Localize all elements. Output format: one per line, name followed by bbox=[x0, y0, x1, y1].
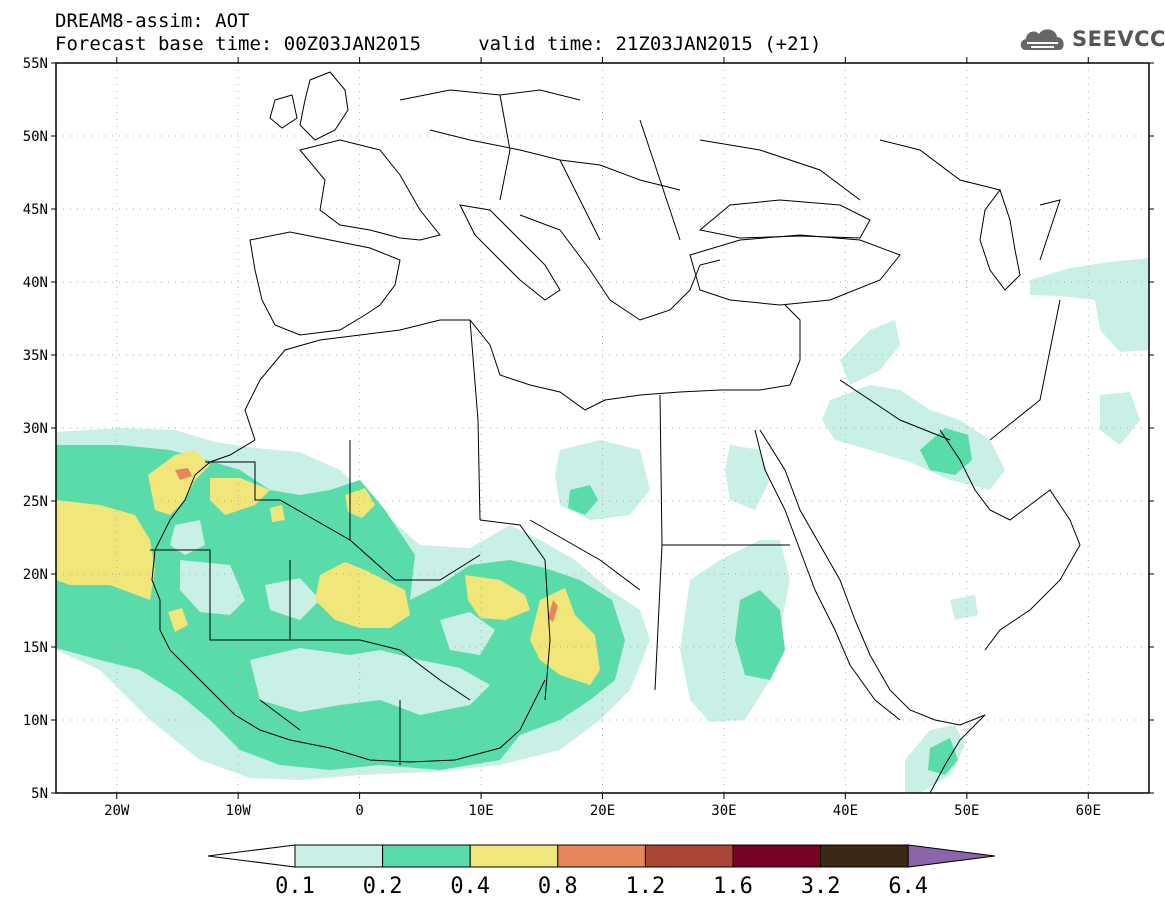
aot-shading bbox=[56, 258, 1149, 793]
coastline-west-africa bbox=[151, 439, 546, 763]
aot-contour-0.2 bbox=[920, 428, 972, 475]
colorbar-under-arrow bbox=[207, 844, 296, 868]
lat-label: 5N bbox=[31, 786, 48, 802]
colorbar bbox=[207, 844, 996, 868]
graticule bbox=[56, 63, 1149, 793]
lon-label: 0 bbox=[355, 803, 363, 819]
lat-label: 30N bbox=[23, 421, 48, 437]
aot-contour-0.4 bbox=[270, 505, 285, 522]
aot-contour-0.4 bbox=[168, 608, 188, 632]
lat-label: 25N bbox=[23, 494, 48, 510]
lon-label: 30E bbox=[711, 803, 736, 819]
coastlines bbox=[150, 71, 1081, 793]
border-line bbox=[399, 89, 1001, 241]
coastline-caspian bbox=[979, 188, 1021, 291]
coastline-balkans bbox=[519, 214, 721, 321]
aot-contour-0.2 bbox=[265, 578, 320, 620]
colorbar-segment bbox=[732, 844, 822, 868]
lat-label: 50N bbox=[23, 129, 48, 145]
lon-label: 10E bbox=[468, 803, 493, 819]
colorbar-level-label: 0.2 bbox=[363, 874, 403, 899]
colorbar-over-arrow bbox=[907, 844, 996, 868]
cloud-icon bbox=[1020, 29, 1064, 50]
longitude-labels: 20W 10W 0 10E 20E 30E 40E 50E 60E bbox=[104, 803, 1101, 819]
colorbar-segment bbox=[469, 844, 559, 868]
lon-label: 20W bbox=[104, 803, 130, 819]
aot-contour-0.1 bbox=[725, 445, 770, 510]
coastline-persian-gulf bbox=[939, 429, 1081, 651]
aot-contour-0.1 bbox=[1100, 392, 1140, 445]
lon-label: 50E bbox=[954, 803, 979, 819]
coastline-red-sea bbox=[759, 304, 986, 726]
aot-contour-0.1 bbox=[1030, 258, 1149, 352]
aot-contour-0.4 bbox=[148, 450, 210, 515]
aot-contour-0.4 bbox=[315, 562, 410, 628]
colorbar-level-label: 6.4 bbox=[888, 874, 928, 899]
coastline-ireland bbox=[269, 94, 298, 129]
colorbar-level-label: 0.8 bbox=[538, 874, 578, 899]
aot-contour-0.1 bbox=[840, 320, 900, 385]
lat-label: 15N bbox=[23, 640, 48, 656]
lon-label: 40E bbox=[833, 803, 858, 819]
aot-contour-0.4 bbox=[345, 488, 375, 518]
coastline-italy bbox=[459, 204, 561, 301]
coastline-north-africa bbox=[244, 319, 791, 441]
colorbar-segment bbox=[294, 844, 384, 868]
lon-label: 10W bbox=[226, 803, 252, 819]
colorbar-level-label: 1.2 bbox=[626, 874, 666, 899]
aot-contour-0.4 bbox=[530, 588, 600, 685]
aot-contour-0.2 bbox=[568, 485, 598, 515]
axis-ticks bbox=[51, 57, 1154, 799]
logo-text: SEEVCCC bbox=[1072, 27, 1165, 51]
aot-contour-0.4 bbox=[56, 500, 155, 600]
lat-label: 35N bbox=[23, 348, 48, 364]
border-line bbox=[150, 199, 1061, 765]
coastline-britain bbox=[299, 71, 349, 141]
coastline-red-sea-west bbox=[754, 429, 901, 721]
aot-contour-0.4 bbox=[465, 575, 530, 620]
lat-label: 45N bbox=[23, 202, 48, 218]
coastline-iberia bbox=[249, 231, 401, 336]
lat-label: 40N bbox=[23, 275, 48, 291]
aot-contour-0.2 bbox=[735, 590, 785, 680]
lat-label: 55N bbox=[23, 56, 48, 72]
lon-label: 20E bbox=[590, 803, 615, 819]
coastline-turkey bbox=[689, 234, 901, 306]
aot-contour-0.2 bbox=[170, 520, 205, 555]
forecast-time-line: Forecast base time: 00Z03JAN2015 valid t… bbox=[55, 33, 822, 55]
seevccc-logo: SEEVCCC bbox=[1018, 22, 1165, 56]
aot-contour-0.1 bbox=[950, 595, 978, 620]
colorbar-level-label: 0.4 bbox=[450, 874, 490, 899]
aot-contour-0.1 bbox=[822, 385, 1005, 490]
colorbar-segment bbox=[557, 844, 646, 868]
aot-contour-0.2 bbox=[250, 648, 490, 715]
aot-contour-0.8 bbox=[175, 468, 192, 480]
colorbar-segment bbox=[820, 844, 909, 868]
coastline-black-sea bbox=[698, 199, 871, 239]
colorbar-segment bbox=[644, 844, 734, 868]
aot-contour-0.2 bbox=[928, 738, 958, 775]
colorbar-labels: 0.1 0.2 0.4 0.8 1.2 1.6 3.2 6.4 bbox=[275, 874, 928, 899]
lat-label: 10N bbox=[23, 713, 48, 729]
map-title: DREAM8-assim: AOT bbox=[55, 10, 250, 32]
lat-label: 20N bbox=[23, 567, 48, 583]
coastline-france bbox=[299, 139, 441, 241]
coastline-horn-of-africa bbox=[929, 714, 986, 793]
colorbar-segment bbox=[382, 844, 471, 868]
aot-contour-0.8 bbox=[548, 600, 558, 622]
colorbar-level-label: 3.2 bbox=[801, 874, 841, 899]
colorbar-level-label: 1.6 bbox=[713, 874, 753, 899]
lon-label: 60E bbox=[1076, 803, 1101, 819]
colorbar-level-label: 0.1 bbox=[275, 874, 315, 899]
latitude-labels: 55N 50N 45N 40N 35N 30N 25N 20N 15N 10N 5N bbox=[23, 56, 48, 802]
